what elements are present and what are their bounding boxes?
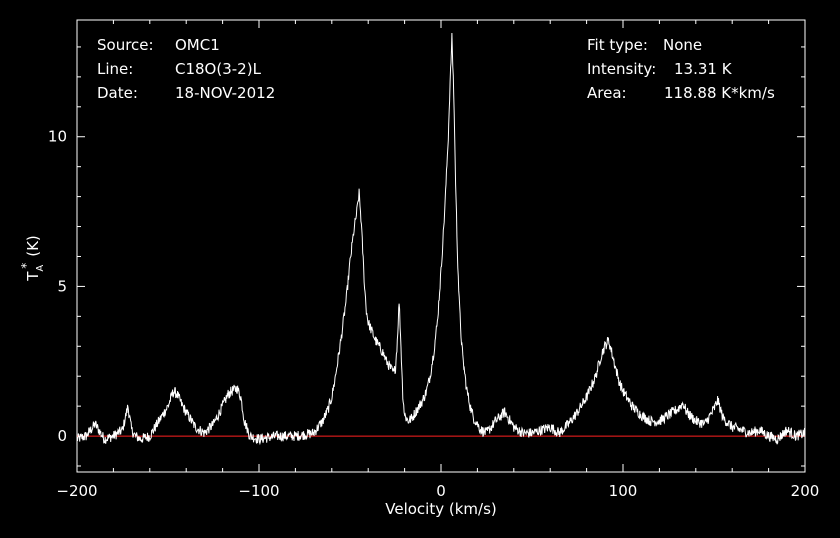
series-layer	[76, 32, 806, 446]
area-label: Area:	[587, 84, 627, 102]
date-value: 18-NOV-2012	[175, 84, 275, 102]
x-tick-label: −100	[238, 482, 279, 500]
x-tick-label: 100	[609, 482, 638, 500]
tick-labels: −200 −100 0 100 200 0 5 10	[48, 128, 819, 500]
y-axis-label-unit: (K)	[24, 235, 42, 257]
y-tick-label: 0	[57, 427, 67, 445]
line-label: Line:	[97, 60, 133, 78]
intensity-label: Intensity:	[587, 60, 656, 78]
y-axis-label-sub: A	[35, 265, 46, 272]
x-axis-label: Velocity (km/s)	[385, 500, 496, 518]
spectrum-line	[76, 32, 806, 446]
line-value: C18O(3-2)L	[175, 60, 262, 78]
intensity-value: 13.31 K	[674, 60, 733, 78]
fit-type-label: Fit type:	[587, 36, 648, 54]
date-label: Date:	[97, 84, 138, 102]
y-axis-label: TA* (K)	[19, 235, 46, 282]
x-tick-label: 200	[791, 482, 820, 500]
area-value: 118.88 K*km/s	[664, 84, 775, 102]
source-label: Source:	[97, 36, 154, 54]
source-value: OMC1	[175, 36, 220, 54]
y-axis-label-sup: *	[19, 263, 33, 269]
y-tick-label: 5	[57, 277, 67, 295]
x-tick-label: 0	[436, 482, 446, 500]
y-axis-label-main: T	[24, 271, 42, 282]
y-tick-label: 10	[48, 128, 67, 146]
fit-type-value: None	[663, 36, 702, 54]
x-tick-label: −200	[56, 482, 97, 500]
